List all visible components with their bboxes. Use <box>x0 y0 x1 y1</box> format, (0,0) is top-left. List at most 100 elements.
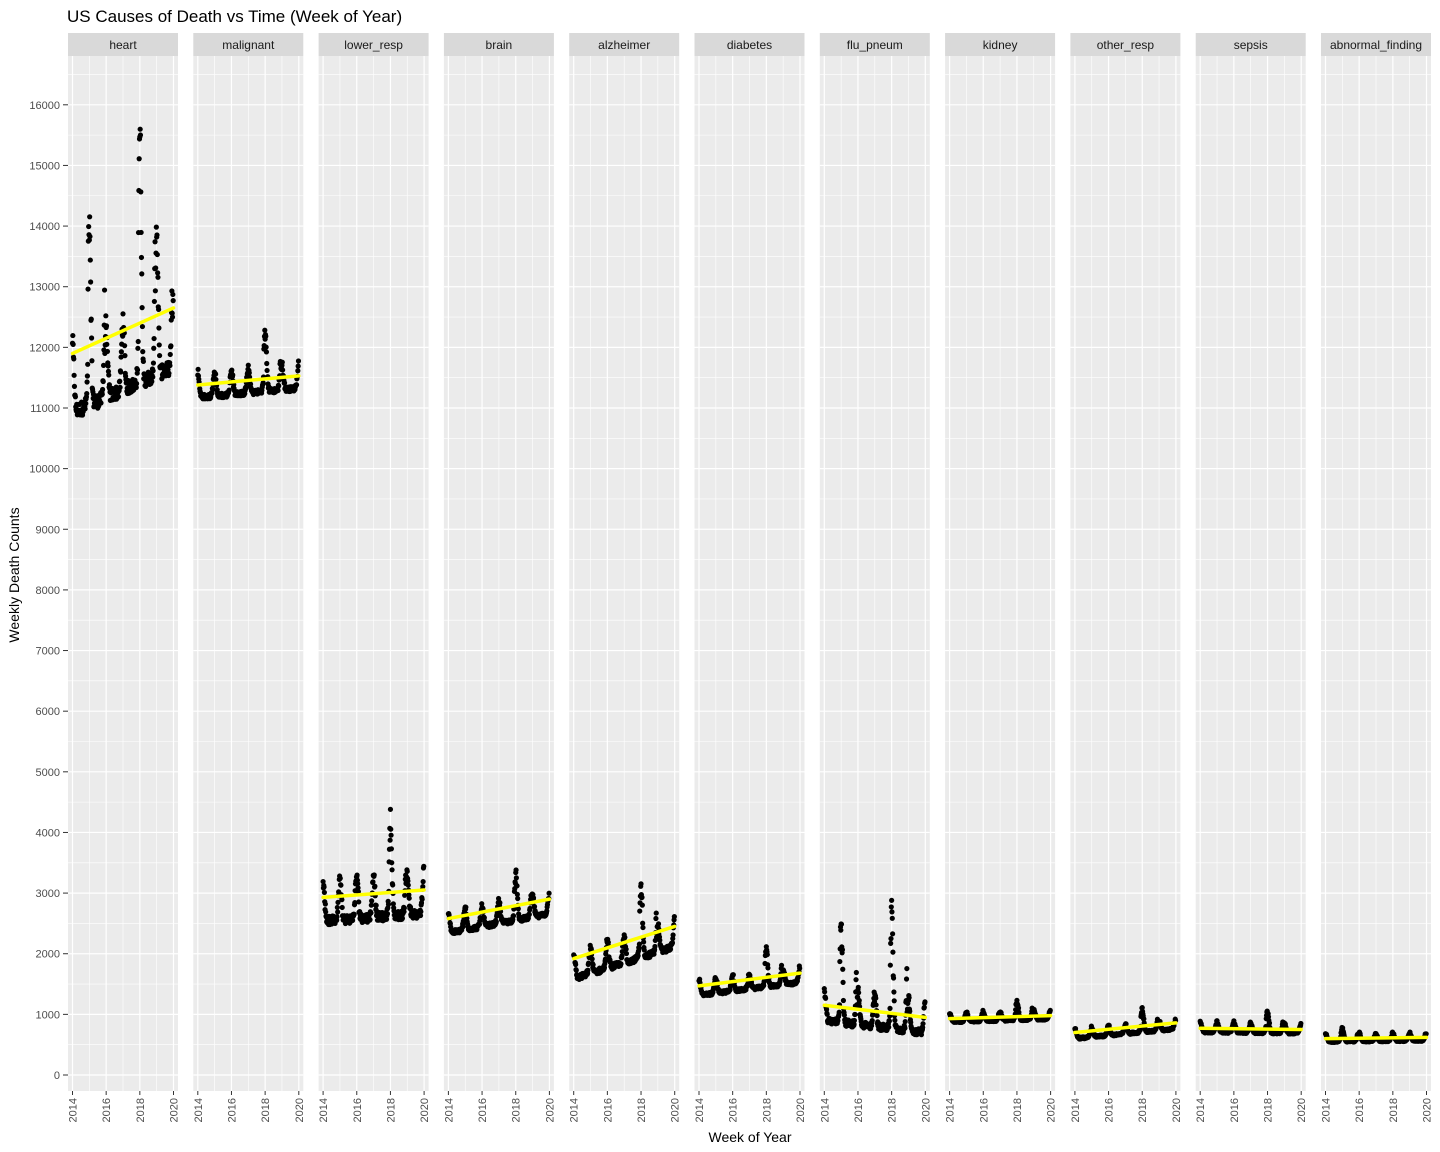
data-point <box>888 904 894 910</box>
x-tick-label: 2020 <box>544 1098 556 1122</box>
data-point <box>71 383 78 389</box>
data-point <box>103 313 109 319</box>
data-point <box>902 1018 908 1025</box>
data-point <box>151 345 157 351</box>
facet-strip <box>945 33 1056 56</box>
data-point <box>839 947 846 953</box>
data-point <box>822 995 829 1001</box>
data-point <box>1266 1020 1273 1026</box>
data-point <box>156 325 162 331</box>
x-tick-label: 2018 <box>1012 1098 1024 1122</box>
data-point <box>263 344 269 350</box>
data-point <box>907 1008 913 1014</box>
facet-strip-label: flu_pneum <box>847 38 903 52</box>
data-point <box>527 905 533 912</box>
data-point <box>339 904 345 911</box>
data-point <box>139 271 145 277</box>
data-point <box>88 335 95 341</box>
data-point <box>841 1012 847 1018</box>
data-point <box>513 867 519 873</box>
facet-other_resp: 2014 2016 2018 2020 other_resp <box>1070 33 1183 1122</box>
data-point <box>87 233 93 240</box>
data-point <box>83 400 89 407</box>
data-point <box>322 901 328 907</box>
y-tick-label: 6000 <box>36 706 60 718</box>
data-point <box>638 881 644 887</box>
x-tick-label: 2016 <box>477 1098 489 1122</box>
data-point <box>120 311 126 317</box>
data-point <box>85 286 91 292</box>
data-point <box>167 351 173 358</box>
x-tick-label: 2018 <box>1137 1098 1149 1122</box>
y-axis-title: Weekly Death Counts <box>6 507 22 642</box>
data-point <box>195 366 201 372</box>
y-tick-label: 4000 <box>36 827 60 839</box>
data-points <box>69 126 176 418</box>
x-tick-label: 2016 <box>1354 1098 1366 1122</box>
data-point <box>213 376 219 383</box>
facet-heart: 2014 2016 2018 2020 heart <box>68 33 181 1122</box>
data-point <box>655 921 662 927</box>
data-point <box>851 1021 857 1027</box>
data-point <box>385 901 392 907</box>
data-point <box>137 132 144 138</box>
data-point <box>641 939 647 945</box>
trend-line <box>446 897 552 921</box>
x-tick-label: 2014 <box>68 1098 80 1122</box>
data-point <box>388 826 394 832</box>
x-tick-label: 2016 <box>226 1098 238 1122</box>
x-tick-label: 2020 <box>920 1098 932 1122</box>
data-point <box>906 995 912 1001</box>
data-point <box>904 965 910 972</box>
data-point <box>339 897 345 903</box>
data-point <box>167 362 173 369</box>
data-point <box>138 189 144 195</box>
x-tick-label: 2014 <box>1321 1098 1333 1122</box>
data-point <box>150 360 157 366</box>
y-tick-label: 15000 <box>29 160 60 172</box>
data-point <box>402 892 408 898</box>
data-point <box>168 343 174 349</box>
x-tick-label: 2016 <box>101 1098 113 1122</box>
data-point <box>103 323 110 329</box>
x-tick-label: 2014 <box>1195 1098 1207 1122</box>
x-tick-label: 2016 <box>853 1098 865 1122</box>
data-point <box>384 911 391 917</box>
trend-line <box>196 374 301 387</box>
data-point <box>637 908 643 914</box>
data-point <box>887 962 893 968</box>
y-tick-label: 8000 <box>36 585 60 597</box>
data-point <box>838 927 844 933</box>
facet-strip-label: diabetes <box>727 38 772 52</box>
data-point <box>840 966 846 972</box>
data-point <box>1015 1005 1022 1011</box>
data-point <box>1139 1005 1145 1011</box>
data-point <box>104 348 111 355</box>
x-tick-label: 2014 <box>569 1098 581 1122</box>
facet-strip-label: kidney <box>983 38 1018 52</box>
data-point <box>636 945 642 952</box>
data-point <box>388 846 395 852</box>
data-point <box>105 363 111 369</box>
data-point <box>88 316 94 322</box>
data-point <box>210 386 216 392</box>
data-point <box>1047 1007 1053 1014</box>
data-point <box>493 919 499 925</box>
data-point <box>355 885 361 891</box>
data-points <box>1072 1005 1179 1042</box>
data-point <box>373 902 379 908</box>
data-point <box>100 378 106 385</box>
data-point <box>122 343 128 349</box>
data-point <box>515 895 521 902</box>
facet-strip <box>193 33 304 56</box>
data-point <box>888 936 894 942</box>
data-point <box>166 370 172 376</box>
data-point <box>838 921 845 927</box>
data-point <box>152 239 158 245</box>
data-point <box>262 327 268 333</box>
x-tick-label: 2018 <box>887 1098 899 1122</box>
data-point <box>355 889 361 895</box>
data-point <box>852 1011 858 1018</box>
data-point <box>295 358 302 364</box>
